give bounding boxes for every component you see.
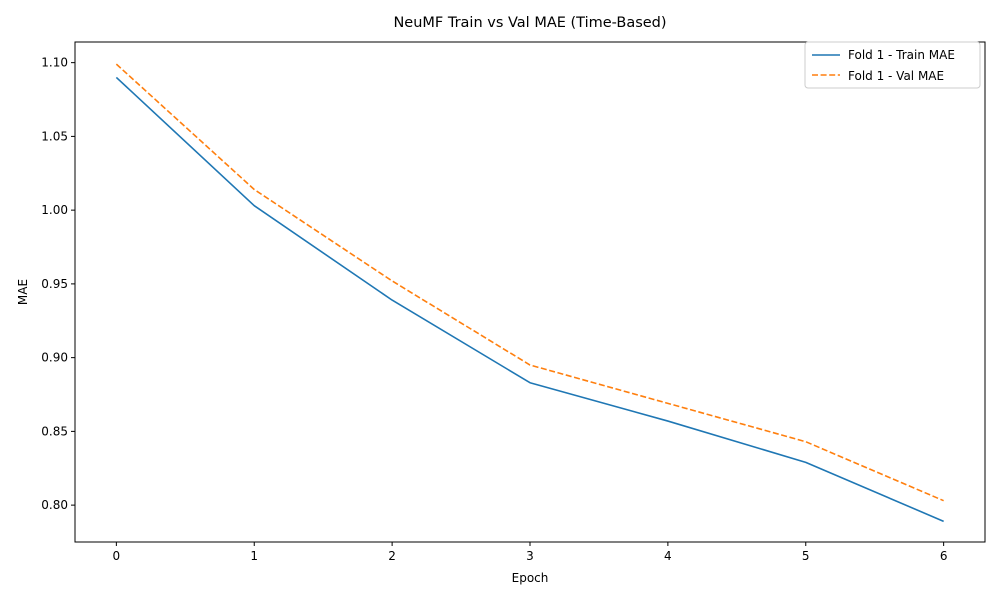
x-tick-label: 6 [940, 549, 948, 563]
y-tick-label: 0.90 [41, 351, 68, 365]
y-tick-label: 0.80 [41, 498, 68, 512]
series-line-train-mae [115, 76, 944, 523]
x-tick-label: 5 [802, 549, 810, 563]
x-tick-label: 0 [113, 549, 121, 563]
series-line-val-mae [115, 63, 944, 502]
x-tick-label: 3 [526, 549, 534, 563]
y-tick-label: 1.00 [41, 203, 68, 217]
y-tick-label: 1.10 [41, 56, 68, 70]
legend: Fold 1 - Train MAE Fold 1 - Val MAE [804, 41, 981, 89]
y-tick-label: 0.85 [41, 424, 68, 438]
x-axis-label: Epoch [512, 571, 549, 585]
legend-label-val: Fold 1 - Val MAE [848, 69, 944, 83]
y-axis-ticks: 0.80 0.85 0.90 0.95 1.00 1.05 1.10 [41, 56, 75, 512]
x-tick-label: 1 [250, 549, 258, 563]
x-tick-label: 2 [388, 549, 396, 563]
x-tick-label: 4 [664, 549, 672, 563]
series-layer [115, 63, 944, 523]
legend-label-train: Fold 1 - Train MAE [848, 48, 955, 62]
x-axis-ticks: 0 1 2 3 4 5 6 [113, 542, 948, 563]
y-tick-label: 1.05 [41, 129, 68, 143]
legend-box [804, 41, 981, 89]
y-tick-label: 0.95 [41, 277, 68, 291]
y-axis-label: MAE [16, 279, 30, 305]
chart-title: NeuMF Train vs Val MAE (Time-Based) [393, 15, 666, 31]
